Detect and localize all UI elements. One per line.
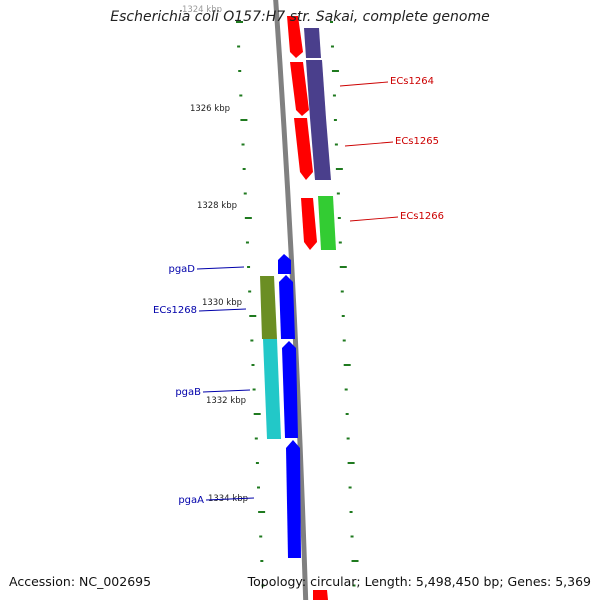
scale-label: 1324 kbp xyxy=(182,5,222,15)
scale-label: 1328 kbp xyxy=(197,201,237,211)
leader-line xyxy=(196,266,245,270)
cds-bar[interactable] xyxy=(260,276,277,339)
cds-bar[interactable] xyxy=(306,60,326,118)
gene-label[interactable]: pgaB xyxy=(175,387,201,398)
gene-label[interactable]: pgaA xyxy=(178,495,204,506)
leader-line xyxy=(344,141,394,147)
reverse-strand-genes xyxy=(278,254,301,558)
reverse-cds-features xyxy=(260,276,281,439)
gene-label[interactable]: ECs1265 xyxy=(395,136,439,147)
gene-label[interactable]: pgaD xyxy=(168,264,195,275)
gene-arrow[interactable] xyxy=(290,62,309,116)
gene-arrow[interactable] xyxy=(287,16,303,58)
forward-strand-genes xyxy=(287,16,328,600)
cds-bar[interactable] xyxy=(263,339,281,439)
label-backdrop xyxy=(181,3,223,14)
gene-arrow[interactable] xyxy=(301,198,317,250)
leader-line xyxy=(205,497,255,501)
forward-gene-labels: ECs1264 ECs1265 ECs1266 xyxy=(339,76,444,222)
scale-label: 1326 kbp xyxy=(190,104,230,114)
genome-summary-label: Topology: circular; Length: 5,498,450 bp… xyxy=(247,574,591,589)
scale-label: 1332 kbp xyxy=(206,396,246,406)
reverse-gene-labels: pgaD ECs1268 pgaB pgaA xyxy=(153,264,255,506)
gene-label[interactable]: ECs1266 xyxy=(400,211,444,222)
scale-ticks xyxy=(236,21,359,587)
cds-bar[interactable] xyxy=(310,118,331,180)
cds-bar[interactable] xyxy=(318,196,336,250)
gene-arrow[interactable] xyxy=(279,275,295,339)
gene-arrow[interactable] xyxy=(313,590,328,600)
scale-labels: 1324 kbp 1326 kbp 1328 kbp 1330 kbp 1332… xyxy=(181,3,248,504)
leader-line xyxy=(202,389,251,393)
gene-label[interactable]: ECs1268 xyxy=(153,305,197,316)
leader-line xyxy=(349,216,399,222)
leader-line xyxy=(198,308,247,312)
leader-line xyxy=(339,81,389,87)
gene-arrow[interactable] xyxy=(294,118,313,180)
gene-arrow[interactable] xyxy=(278,254,291,274)
scale-label: 1330 kbp xyxy=(202,298,242,308)
accession-label: Accession: NC_002695 xyxy=(9,574,152,589)
gene-arrow[interactable] xyxy=(286,440,301,558)
page-title: Escherichia coli O157:H7 str. Sakai, com… xyxy=(110,9,490,25)
cds-bar[interactable] xyxy=(304,28,321,58)
forward-cds-features xyxy=(304,28,336,250)
gene-arrow[interactable] xyxy=(282,341,298,438)
gene-label[interactable]: ECs1264 xyxy=(390,76,434,87)
